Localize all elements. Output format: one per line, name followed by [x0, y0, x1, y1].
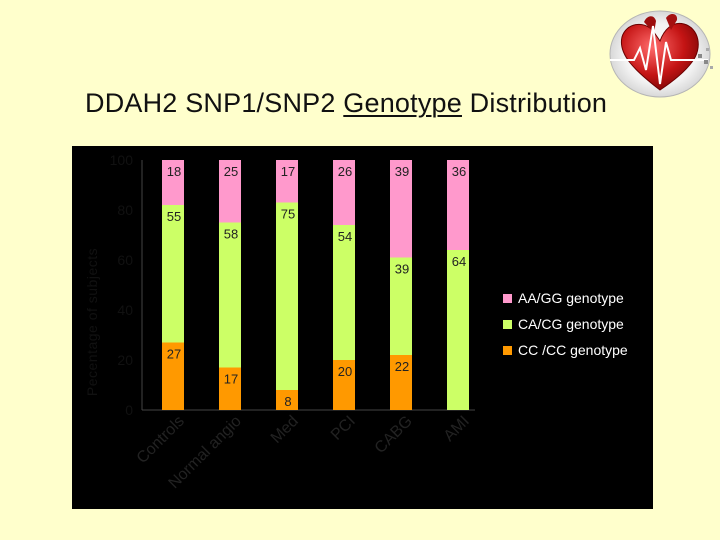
bar-pci-aa-gg-genotype [333, 160, 355, 225]
data-label-controls-ca-cg-genotype: 55 [167, 209, 181, 224]
slide-title: DDAH2 SNP1/SNP2 Genotype Distribution [85, 88, 607, 119]
data-label-cabg-ca-cg-genotype: 39 [395, 262, 409, 277]
title-part-1: DDAH2 SNP1/SNP2 [85, 88, 344, 118]
data-label-pci-cc-cc-genotype: 20 [338, 364, 352, 379]
bar-cabg-ca-cg-genotype [390, 257, 412, 355]
y-tick-label-80: 80 [117, 202, 133, 218]
bar-med-aa-gg-genotype [276, 160, 298, 203]
y-tick-label-20: 20 [117, 352, 133, 368]
bar-controls-ca-cg-genotype [162, 205, 184, 343]
y-axis-label: Pecentage of subjects [84, 248, 100, 396]
data-label-normal-angio-aa-gg-genotype: 25 [224, 164, 238, 179]
data-label-med-ca-cg-genotype: 75 [281, 207, 295, 222]
bar-ami-ca-cg-genotype [447, 250, 469, 410]
bar-cabg-cc-cc-genotype [390, 355, 412, 410]
data-label-med-cc-cc-genotype: 8 [284, 394, 291, 409]
data-label-normal-angio-cc-cc-genotype: 17 [224, 372, 238, 387]
legend-swatch-ca-cg-genotype [503, 320, 512, 329]
bar-controls-aa-gg-genotype [162, 160, 184, 205]
data-label-controls-aa-gg-genotype: 18 [167, 164, 181, 179]
title-part-2: Distribution [461, 88, 608, 118]
data-label-ami-ca-cg-genotype: 64 [452, 254, 466, 269]
data-label-ami-aa-gg-genotype: 36 [452, 164, 466, 179]
title-underlined-word: Genotype [343, 88, 462, 118]
bar-normal-angio-cc-cc-genotype [219, 367, 241, 410]
bar-med-ca-cg-genotype [276, 202, 298, 390]
data-label-med-aa-gg-genotype: 17 [281, 164, 295, 179]
bar-pci-ca-cg-genotype [333, 225, 355, 360]
legend-swatch-cc-cc-genotype [503, 346, 512, 355]
legend-label-cc-cc-genotype: CC /CC genotype [518, 342, 628, 358]
heart-ecg-icon [609, 10, 713, 98]
data-label-pci-ca-cg-genotype: 54 [338, 229, 352, 244]
y-tick-label-100: 100 [110, 152, 134, 168]
bar-cabg-aa-gg-genotype [390, 160, 412, 258]
data-label-cabg-aa-gg-genotype: 39 [395, 164, 409, 179]
bar-ami-aa-gg-genotype [447, 160, 469, 250]
bar-normal-angio-aa-gg-genotype [219, 160, 241, 223]
bar-controls-cc-cc-genotype [162, 342, 184, 410]
data-label-normal-angio-ca-cg-genotype: 58 [224, 227, 238, 242]
bar-normal-angio-ca-cg-genotype [219, 222, 241, 368]
data-label-controls-cc-cc-genotype: 27 [167, 347, 181, 362]
legend-label-ca-cg-genotype: CA/CG genotype [518, 316, 624, 332]
legend-label-aa-gg-genotype: AA/GG genotype [518, 290, 624, 306]
y-tick-label-0: 0 [125, 402, 133, 418]
y-tick-label-40: 40 [117, 302, 133, 318]
bar-med-cc-cc-genotype [276, 390, 298, 410]
bar-pci-cc-cc-genotype [333, 360, 355, 410]
data-label-cabg-cc-cc-genotype: 22 [395, 359, 409, 374]
y-tick-label-60: 60 [117, 252, 133, 268]
legend-swatch-aa-gg-genotype [503, 294, 512, 303]
data-label-pci-aa-gg-genotype: 26 [338, 164, 352, 179]
